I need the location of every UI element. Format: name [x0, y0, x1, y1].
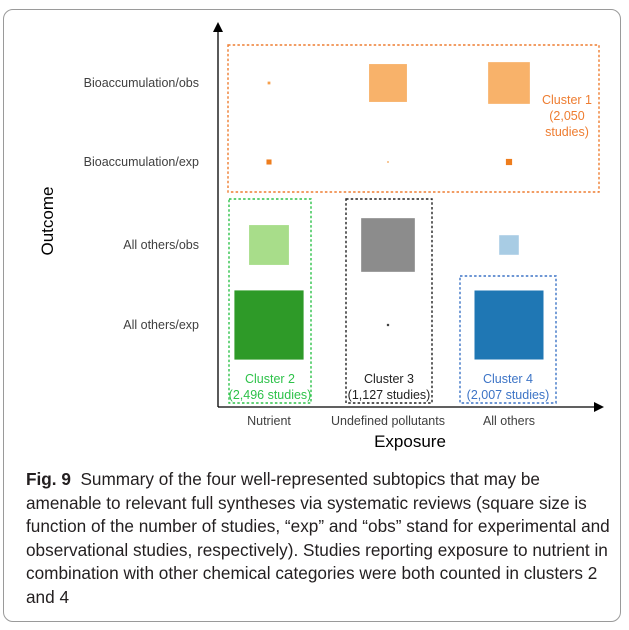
y-tick-label: All others/obs [123, 238, 199, 252]
square-all-others-all-others-exp [474, 290, 544, 360]
square-all-others-bioaccumulation-obs [488, 62, 530, 104]
cluster-1-label: Cluster 1 [542, 93, 592, 107]
cluster-1-label: studies) [545, 125, 589, 139]
cluster-4-box [459, 275, 557, 404]
x-tick-label: All others [483, 414, 535, 428]
cluster-2-box [228, 198, 312, 404]
y-tick-label: All others/exp [123, 318, 199, 332]
cluster-chart: Bioaccumulation/obs Bioaccumulation/exp Al… [38, 22, 604, 451]
cluster-4-label: Cluster 4 [483, 372, 533, 386]
cluster-1-label: (2,050 [549, 109, 584, 123]
square-all-others-bioaccumulation-exp [505, 158, 513, 166]
cluster-3-label: Cluster 3 [364, 372, 414, 386]
square-undefined-pollutants-bioaccumulation-exp [387, 161, 389, 163]
x-axis-title: Exposure [374, 432, 446, 451]
y-axis-title: Outcome [38, 187, 57, 256]
square-undefined-pollutants-all-others-exp [386, 323, 390, 327]
square-undefined-pollutants-bioaccumulation-obs [369, 64, 407, 102]
x-tick-label: Undefined pollutants [331, 414, 445, 428]
y-tick-label: Bioaccumulation/obs [84, 76, 199, 90]
cluster-1-box [227, 44, 600, 193]
square-nutrient-all-others-obs [249, 225, 289, 265]
x-tick-label: Nutrient [247, 414, 291, 428]
caption-label: Fig. 9 [26, 469, 71, 489]
figure-frame [3, 9, 621, 622]
square-nutrient-bioaccumulation-exp [266, 159, 272, 165]
caption-text: Summary of the four well-represented sub… [26, 469, 610, 607]
square-all-others-all-others-obs [499, 235, 519, 255]
cluster-4-label: (2,007 studies) [467, 388, 550, 402]
cluster-3-label: (1,127 studies) [348, 388, 431, 402]
square-nutrient-all-others-exp [234, 290, 304, 360]
cluster-3-box [345, 198, 433, 404]
square-undefined-pollutants-all-others-obs [361, 218, 415, 272]
y-tick-label: Bioaccumulation/exp [84, 155, 199, 169]
cluster-2-label: (2,496 studies) [229, 388, 312, 402]
square-nutrient-bioaccumulation-obs [267, 81, 271, 85]
cluster-2-label: Cluster 2 [245, 372, 295, 386]
figure-caption: Fig. 9 Summary of the four well-represen… [26, 468, 616, 610]
